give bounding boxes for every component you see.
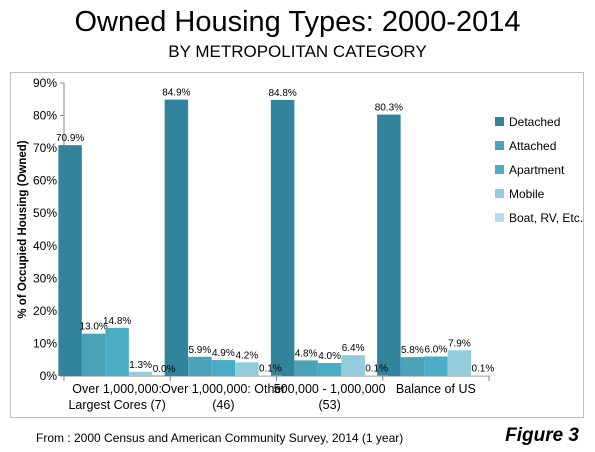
y-tick-label: 70% [33, 141, 57, 155]
legend-swatch [495, 165, 504, 174]
data-label: 4.0% [318, 351, 341, 362]
data-label: 84.8% [268, 88, 296, 99]
legend-swatch [495, 213, 504, 222]
category-label: Over 1,000,000: Other [161, 382, 285, 396]
bar [447, 350, 472, 376]
legend-label: Attached [509, 139, 556, 153]
chart-subtitle: BY METROPOLITAN CATEGORY [168, 42, 427, 61]
legend-label: Boat, RV, Etc. [509, 211, 583, 225]
bar [294, 360, 318, 376]
data-label: 84.9% [162, 88, 190, 99]
legend-label: Mobile [509, 187, 545, 201]
y-tick-label: 90% [33, 76, 57, 90]
bar [424, 356, 448, 376]
data-label: 5.8% [401, 345, 424, 356]
data-label: 0.1% [365, 364, 388, 375]
legend-swatch [495, 189, 504, 198]
bar [341, 355, 365, 376]
data-label: 4.8% [295, 348, 318, 359]
bar [270, 99, 295, 376]
source-note: From : 2000 Census and American Communit… [36, 431, 404, 445]
bar [317, 362, 342, 376]
category-label: Largest Cores (7) [68, 398, 165, 412]
bar [211, 360, 236, 376]
y-tick-label: 40% [33, 239, 57, 253]
y-tick-label: 10% [33, 336, 57, 350]
data-label: 4.2% [235, 350, 258, 361]
data-label: 6.4% [342, 343, 365, 354]
bar [377, 114, 401, 376]
legend-swatch [495, 117, 504, 126]
y-tick-label: 0% [40, 369, 58, 383]
data-label: 5.9% [188, 345, 211, 356]
data-label: 0.0% [153, 364, 176, 375]
category-label: Over 1,000,000: [72, 382, 162, 396]
y-tick-label: 20% [33, 304, 57, 318]
chart-title: Owned Housing Types: 2000-2014 [74, 6, 521, 38]
data-label: 70.9% [56, 133, 84, 144]
data-label: 13.0% [79, 322, 107, 333]
bar [58, 145, 82, 376]
figure-label: Figure 3 [505, 425, 579, 446]
bar-chart: % of Occupied Housing (Owned) 0% 10% 20% 30%… [17, 76, 583, 412]
bar [105, 327, 129, 376]
category-label: Balance of US [396, 382, 476, 396]
y-tick-label: 80% [33, 109, 57, 123]
data-label: 7.9% [448, 338, 471, 349]
legend-label: Detached [509, 115, 560, 129]
bar [188, 356, 212, 376]
data-label: 1.3% [129, 360, 152, 371]
bar [81, 333, 106, 376]
data-label: 0.1% [471, 364, 494, 375]
data-label: 14.8% [103, 316, 131, 327]
data-label: 80.3% [375, 103, 403, 114]
legend-label: Apartment [509, 163, 565, 177]
bar [400, 357, 425, 376]
bar [235, 362, 259, 376]
y-axis-label: % of Occupied Housing (Owned) [17, 140, 29, 318]
chart-area: % of Occupied Housing (Owned) 0% 10% 20% 30%… [10, 72, 584, 418]
data-label: 6.0% [424, 344, 447, 355]
category-label: 500,000 - 1,000,000 [274, 382, 386, 396]
y-tick-label: 60% [33, 174, 57, 188]
category-label: (46) [212, 398, 234, 412]
y-tick-label: 50% [33, 206, 57, 220]
data-label: 4.9% [212, 348, 235, 359]
data-label: 0.1% [259, 364, 282, 375]
category-label: (53) [319, 398, 341, 412]
y-tick-label: 30% [33, 271, 57, 285]
legend-swatch [495, 141, 504, 150]
bar [164, 99, 189, 376]
bar [128, 371, 153, 376]
